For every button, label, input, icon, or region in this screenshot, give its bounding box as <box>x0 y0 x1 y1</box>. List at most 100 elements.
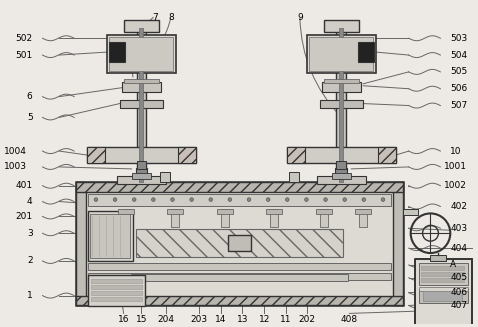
Bar <box>137 28 146 182</box>
Bar <box>324 20 359 32</box>
FancyArrowPatch shape <box>146 18 171 58</box>
Bar <box>107 35 176 73</box>
Text: 502: 502 <box>15 34 33 43</box>
Bar <box>122 82 161 92</box>
Bar <box>122 210 130 227</box>
Text: 504: 504 <box>450 51 467 60</box>
Bar <box>178 147 196 163</box>
FancyArrowPatch shape <box>132 17 153 77</box>
Circle shape <box>304 198 308 201</box>
Bar <box>309 37 373 71</box>
Bar <box>431 255 446 261</box>
Bar <box>88 263 391 270</box>
Circle shape <box>324 198 327 201</box>
Bar <box>421 272 464 276</box>
Bar <box>109 42 125 62</box>
Bar <box>316 176 366 184</box>
Text: 501: 501 <box>15 51 33 60</box>
Bar <box>358 42 374 62</box>
Text: 404: 404 <box>450 244 467 252</box>
Bar <box>136 168 147 178</box>
Circle shape <box>152 198 155 201</box>
Circle shape <box>228 198 232 201</box>
Bar <box>136 229 343 257</box>
Bar <box>88 212 132 261</box>
Circle shape <box>343 198 347 201</box>
Bar <box>320 210 327 227</box>
Text: 407: 407 <box>450 301 467 310</box>
Bar <box>130 274 348 281</box>
Text: 202: 202 <box>298 316 315 324</box>
Bar <box>307 35 376 73</box>
Text: 8: 8 <box>168 12 174 22</box>
Bar <box>393 182 403 305</box>
Text: 201: 201 <box>15 212 33 221</box>
Text: 2: 2 <box>27 256 33 266</box>
Text: 403: 403 <box>450 224 467 233</box>
Bar <box>88 275 145 306</box>
Text: 1003: 1003 <box>4 163 27 171</box>
Text: 1004: 1004 <box>4 146 27 156</box>
Bar <box>421 266 464 270</box>
Bar <box>270 210 278 227</box>
Bar <box>339 28 343 182</box>
Circle shape <box>132 198 136 201</box>
Bar <box>337 28 347 182</box>
Text: 6: 6 <box>27 92 33 101</box>
Circle shape <box>113 198 117 201</box>
Text: 12: 12 <box>259 316 270 324</box>
Text: 503: 503 <box>450 34 467 43</box>
Text: 15: 15 <box>136 316 147 324</box>
Bar <box>91 297 142 301</box>
Text: 505: 505 <box>450 67 467 77</box>
Circle shape <box>247 198 251 201</box>
Bar <box>137 161 146 169</box>
Circle shape <box>171 198 174 201</box>
Text: A: A <box>450 260 456 269</box>
Bar <box>160 172 170 182</box>
Bar <box>419 287 468 291</box>
Text: 7: 7 <box>152 12 158 22</box>
Bar <box>131 173 152 179</box>
Text: 204: 204 <box>158 316 174 324</box>
Bar <box>87 147 105 163</box>
Bar <box>84 190 395 298</box>
Bar <box>76 182 403 305</box>
Text: 1: 1 <box>27 291 33 300</box>
Text: 405: 405 <box>450 273 467 282</box>
Bar <box>414 259 472 327</box>
Bar <box>324 79 359 83</box>
Bar <box>109 37 173 71</box>
Text: 507: 507 <box>450 101 467 110</box>
Bar <box>76 182 403 192</box>
Bar <box>90 215 130 258</box>
Bar <box>124 20 159 32</box>
Bar <box>359 210 367 227</box>
Bar <box>221 210 228 227</box>
Bar <box>414 259 472 327</box>
Bar <box>91 279 142 283</box>
Circle shape <box>94 198 98 201</box>
FancyArrowPatch shape <box>300 18 341 117</box>
Bar <box>423 291 462 301</box>
Bar <box>120 100 163 108</box>
Text: 5: 5 <box>27 113 33 122</box>
Text: 203: 203 <box>190 316 207 324</box>
Circle shape <box>381 198 385 201</box>
Bar <box>91 285 142 289</box>
Bar <box>266 210 282 215</box>
Text: 9: 9 <box>297 12 303 22</box>
Text: 16: 16 <box>118 316 130 324</box>
Bar <box>289 172 299 182</box>
Text: 4: 4 <box>27 197 33 206</box>
Bar <box>320 100 363 108</box>
Bar <box>336 168 348 178</box>
Text: 406: 406 <box>450 288 467 297</box>
Bar <box>421 278 464 282</box>
Bar <box>124 79 159 83</box>
Text: 1002: 1002 <box>445 181 467 190</box>
Text: 402: 402 <box>450 202 467 211</box>
Circle shape <box>190 198 194 201</box>
Bar <box>287 147 305 163</box>
Text: 14: 14 <box>215 316 227 324</box>
